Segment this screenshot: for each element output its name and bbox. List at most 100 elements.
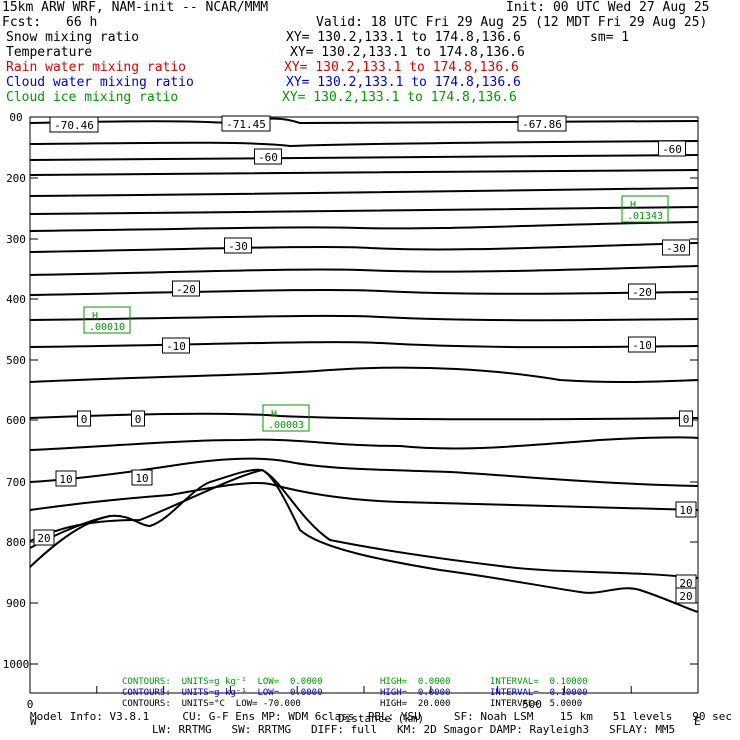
contour-info-ice-interval: INTERVAL= 0.10000 <box>490 677 588 687</box>
temperature-contour-line <box>29 412 699 421</box>
svg-text:10: 10 <box>59 473 72 486</box>
contour-label: -30 <box>224 237 252 254</box>
svg-text:0: 0 <box>683 413 690 426</box>
temperature-contour-line <box>29 341 699 349</box>
temperature-contour-line <box>29 206 699 215</box>
temperature-contour-line <box>29 468 699 579</box>
field-xy-temperature: XY= 130.2,133.1 to 174.8,136.6 <box>290 45 525 60</box>
contour-info-temperature-interval: INTERVAL= 5.0000 <box>490 699 583 709</box>
temperature-contour-line <box>29 140 699 148</box>
forecast-hours: 66 h <box>66 15 98 30</box>
svg-text:-71.45: -71.45 <box>226 118 266 131</box>
temperature-contour-line <box>29 436 699 451</box>
svg-text:-20: -20 <box>632 286 652 299</box>
temperature-contour-line <box>29 154 699 161</box>
extremum-marker: H.00010 <box>83 306 131 334</box>
temperature-contour-line <box>29 187 699 197</box>
contour-info-water-high: HIGH= 0.0000 <box>380 688 451 698</box>
model-info: Model Info: V3.8.1 CU: G-F Ens MP: WDM 6… <box>30 710 732 723</box>
y-tick-label: 700 <box>6 476 26 489</box>
contour-label: 20 <box>675 574 697 591</box>
y-tick-label: 200 <box>6 172 26 185</box>
svg-text:-70.46: -70.46 <box>54 119 94 132</box>
contour-label: -20 <box>628 283 656 300</box>
contour-labels: -70.46 -71.45 -67.86 -60 -60 -30 -30 -20 -20 -10 -… <box>33 115 697 604</box>
temperature-contour-line <box>29 117 699 126</box>
contour-info-temperature: CONTOURS: UNITS=°C LOW= -70.000 <box>122 699 301 709</box>
x-axis-label: Distance (km) <box>338 712 425 725</box>
contour-info-ice-high: HIGH= 0.0000 <box>380 677 451 687</box>
y-tick-label: 600 <box>6 414 26 427</box>
field-xy-cloud-water: XY= 130.2,133.1 to 174.8,136.6 <box>286 75 521 90</box>
contour-label: 20 <box>675 587 697 604</box>
temperature-contour-line <box>29 457 699 487</box>
field-xy-cloud-ice: XY= 130.2,133.1 to 174.8,136.6 <box>282 90 517 105</box>
temperature-contour-line <box>29 288 699 296</box>
valid-time: Valid: 18 UTC Fri 29 Aug 25 (12 MDT Fri … <box>316 15 708 30</box>
svg-text:-20: -20 <box>176 283 196 296</box>
contour-label: -60 <box>658 140 686 157</box>
svg-text:20: 20 <box>679 577 692 590</box>
svg-text:-60: -60 <box>258 151 278 164</box>
temperature-contour-line <box>29 169 699 176</box>
temperature-contours <box>29 117 699 613</box>
field-name-rain: Rain water mixing ratio <box>6 60 187 75</box>
temperature-contour-line <box>29 481 699 511</box>
temperature-contour-line <box>29 468 699 613</box>
temperature-contour-line <box>29 314 699 322</box>
extremum-marker: H.01343 <box>621 195 669 223</box>
contour-label: 20 <box>33 529 55 546</box>
svg-text:20: 20 <box>37 532 50 545</box>
svg-text:.01343: .01343 <box>627 211 663 222</box>
svg-text:-10: -10 <box>632 339 652 352</box>
svg-text:.00010: .00010 <box>89 322 125 333</box>
y-tick-label: 800 <box>6 536 26 549</box>
y-tick-label: 1000 <box>3 658 30 671</box>
temperature-contour-line <box>29 221 699 232</box>
contour-label: 10 <box>675 501 697 518</box>
contour-info-water-interval: INTERVAL= 0.10000 <box>490 688 588 698</box>
temperature-contour-line <box>29 366 699 384</box>
svg-text:10: 10 <box>135 472 148 485</box>
contour-label: 0 <box>77 410 91 427</box>
contour-label: 0 <box>131 410 145 427</box>
field-name-cloud-ice: Cloud ice mixing ratio <box>6 90 179 105</box>
y-tick-label: 00 <box>9 111 22 124</box>
contour-label: -60 <box>254 148 282 165</box>
svg-text:-10: -10 <box>166 340 186 353</box>
svg-text:0: 0 <box>135 413 142 426</box>
contour-label: 10 <box>55 470 77 487</box>
y-tick-label: 400 <box>6 293 26 306</box>
contour-label: -70.46 <box>49 116 99 133</box>
contour-label: -20 <box>172 280 200 297</box>
init-time: Init: 00 UTC Wed 27 Aug 25 <box>506 0 710 15</box>
contour-info-ice: CONTOURS: UNITS=g kg⁻¹ LOW= 0.0000 <box>122 677 323 687</box>
temperature-contour-line <box>29 265 699 276</box>
svg-text:-30: -30 <box>228 240 248 253</box>
contour-label: -10 <box>628 336 656 353</box>
x-tick-label: 0 <box>27 698 34 711</box>
contour-label: 0 <box>679 410 693 427</box>
extremum-marker: H.00003 <box>262 404 310 432</box>
x-end-left: W <box>30 715 37 728</box>
model-title: 15km ARW WRF, NAM-init -- NCAR/MMM <box>2 0 269 15</box>
field-name-snow: Snow mixing ratio <box>6 30 140 45</box>
field-xy-snow: XY= 130.2,133.1 to 174.8,136.6 <box>286 30 521 45</box>
contour-label: 10 <box>131 469 153 486</box>
svg-text:-60: -60 <box>662 143 682 156</box>
svg-text:H: H <box>271 409 277 420</box>
smoothing-value: sm= 1 <box>590 30 630 45</box>
svg-text:0: 0 <box>81 413 88 426</box>
temperature-contour-line <box>29 242 699 253</box>
contour-label: -71.45 <box>221 115 271 132</box>
contour-label: -10 <box>162 337 190 354</box>
svg-text:20: 20 <box>679 590 692 603</box>
contour-info-water: CONTOURS: UNITS=g kg⁻¹ LOW= 0.0000 <box>122 688 323 698</box>
field-xy-rain: XY= 130.2,133.1 to 174.8,136.6 <box>284 60 519 75</box>
x-tick-label: 500 <box>522 698 542 711</box>
y-tick-label: 500 <box>6 354 26 367</box>
